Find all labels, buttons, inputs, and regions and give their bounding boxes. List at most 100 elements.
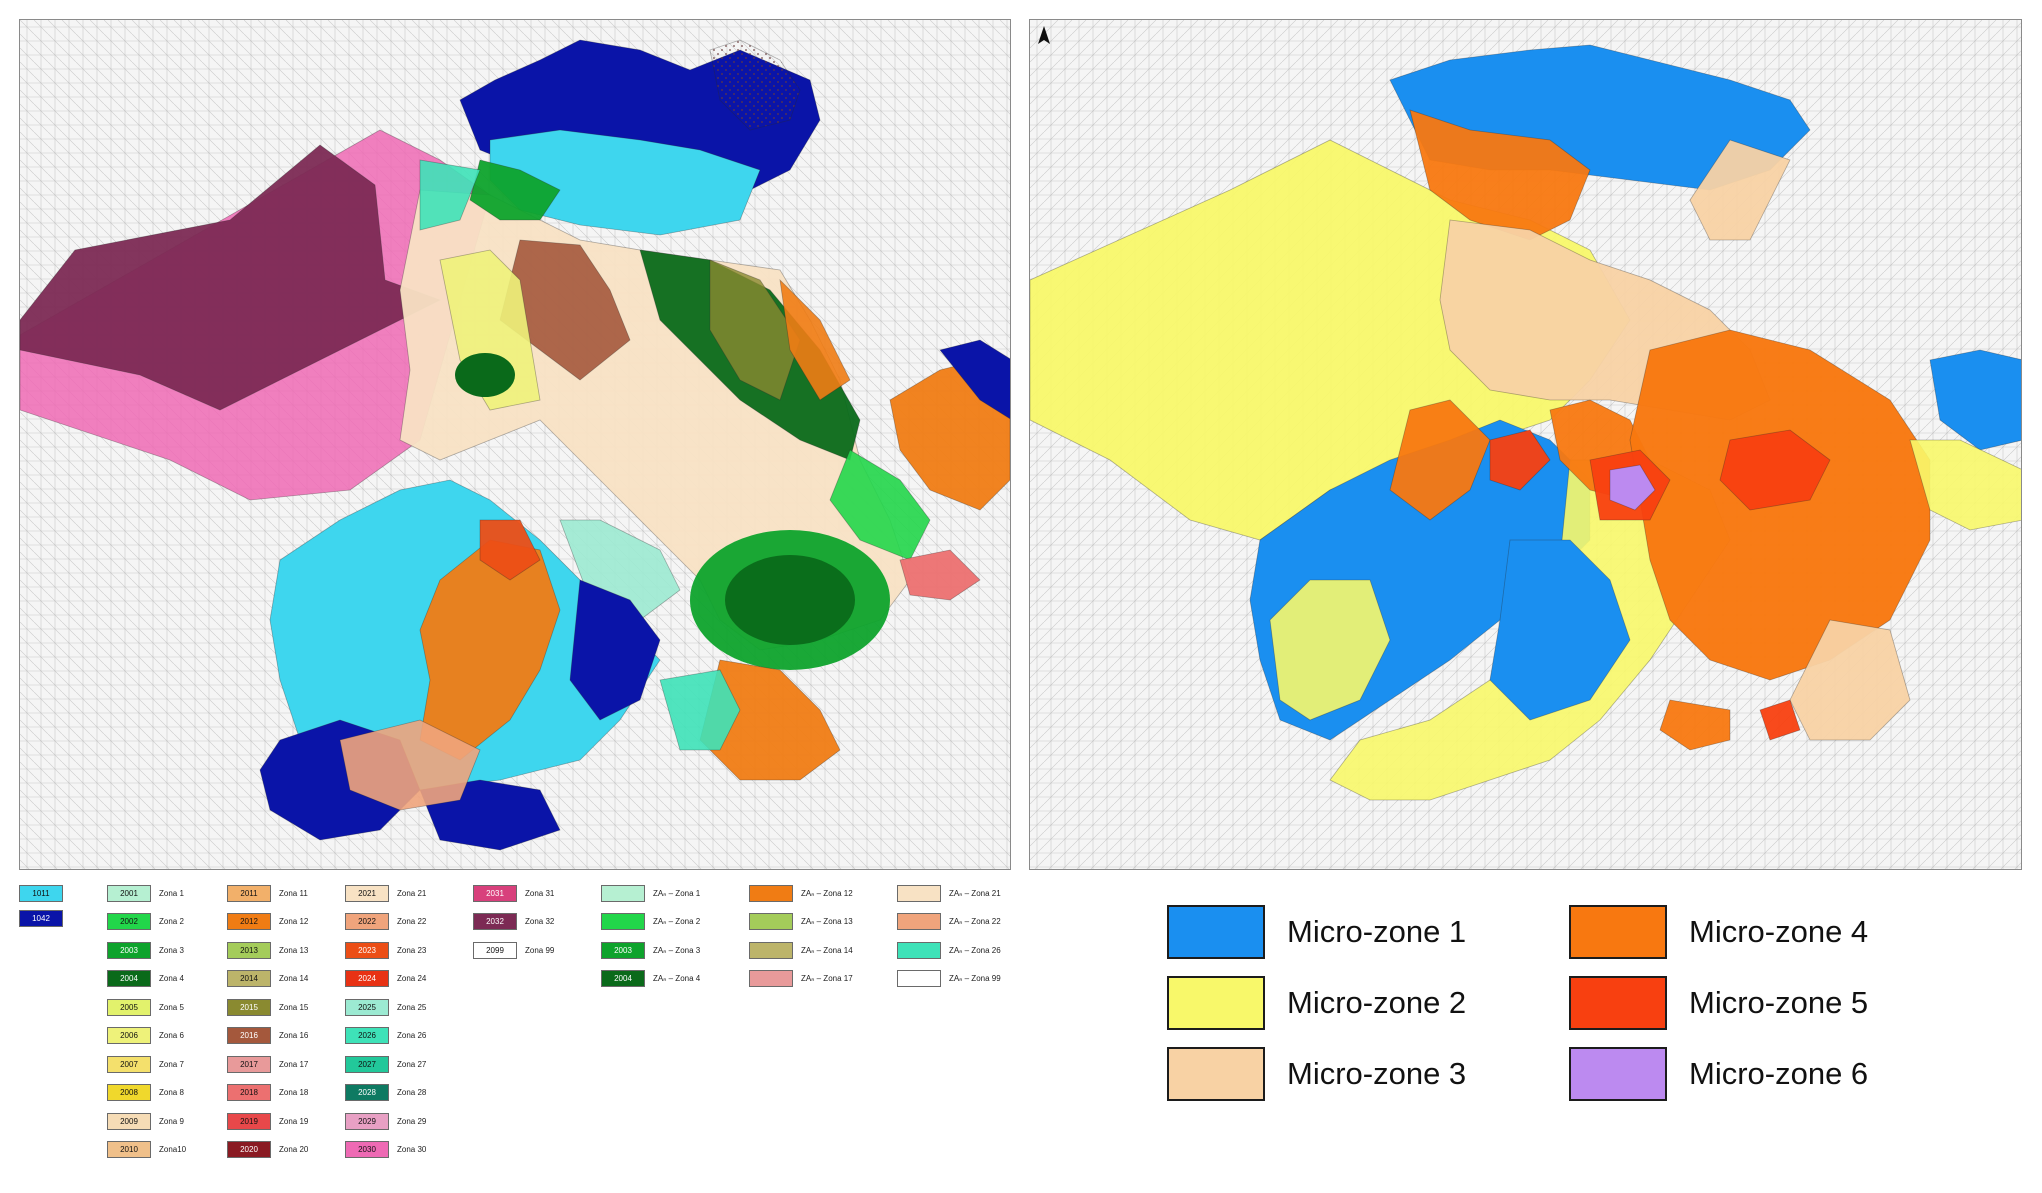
- zone-26-north: [419, 159, 481, 231]
- legend-item-za-37: ZAₙ – Zona 12: [749, 884, 853, 902]
- zone-1042-south-mid: [569, 579, 661, 721]
- legend-swatch: 2021: [345, 884, 389, 902]
- legend-item-2004: 2004 Zona 4: [107, 970, 184, 988]
- microzone-legend: Micro-zone 1 Micro-zone 2 Micro-zone 3 Micr…: [1167, 905, 2007, 1115]
- microzone-5-se: [1759, 699, 1801, 741]
- legend-item-2011: 2011 Zona 11: [227, 884, 308, 902]
- microzone-3-ne: [1689, 139, 1791, 241]
- legend-item-2023: 2023 Zona 23: [345, 941, 426, 959]
- legend-label: Zona 26: [397, 1031, 427, 1040]
- legend-swatch: 2029: [345, 1112, 389, 1130]
- zone-22-south: [339, 719, 481, 811]
- legend-swatch: [749, 884, 793, 902]
- zone-23-area: [479, 519, 541, 581]
- microzone-5-east: [1719, 429, 1831, 511]
- microzone-legend-item-4: Micro-zone 4: [1569, 905, 1868, 959]
- north-arrow-icon: [1038, 26, 1050, 44]
- seismic-zonation-map: [19, 19, 1011, 870]
- legend-item-2028: 2028 Zona 28: [345, 1084, 426, 1102]
- legend-swatch: 2007: [107, 1055, 151, 1073]
- legend-item-2007: 2007 Zona 7: [107, 1055, 184, 1073]
- legend-item-za-39: ZAₙ – Zona 14: [749, 941, 853, 959]
- legend-label: ZAₙ – Zona 17: [801, 974, 853, 983]
- zone-32-area: [20, 144, 442, 411]
- microzone-4-north: [1409, 109, 1591, 241]
- legend-item-2009: 2009 Zona 9: [107, 1112, 184, 1130]
- zone-15-area: [709, 259, 801, 401]
- legend-swatch: 1042: [19, 909, 63, 927]
- legend-label: Zona 8: [159, 1088, 184, 1097]
- legend-item-2001: 2001 Zona 1: [107, 884, 184, 902]
- legend-label: ZAₙ – Zona 14: [801, 945, 853, 955]
- legend-label: Zona 16: [279, 1031, 309, 1040]
- legend-swatch: 2028: [345, 1084, 389, 1101]
- legend-item-2010: 2010 Zona10: [107, 1141, 186, 1159]
- legend-item-2003: 2003 ZAₙ – Zona 3: [601, 941, 700, 959]
- microzone-6-center: [1609, 464, 1656, 511]
- microzone-swatch: [1569, 976, 1667, 1030]
- legend-swatch: 2020: [227, 1141, 271, 1158]
- legend-swatch: 2006: [107, 1027, 151, 1044]
- microzone-4-center-west: [1389, 399, 1491, 521]
- legend-item-2016: 2016 Zona 16: [227, 1027, 308, 1045]
- microzone-label: Micro-zone 5: [1689, 985, 1869, 1020]
- legend-label: Zona 12: [279, 917, 309, 926]
- zone-4-core: [725, 555, 855, 645]
- legend-swatch: [897, 941, 941, 959]
- legend-item-za-42: ZAₙ – Zona 22: [897, 913, 1001, 931]
- legend-label: Zona 14: [279, 974, 309, 983]
- microzone-label: Micro-zone 4: [1689, 914, 1869, 949]
- legend-label: ZAₙ – Zona 22: [949, 917, 1001, 926]
- legend-item-za-34: ZAₙ – Zona 2: [601, 913, 700, 931]
- legend-item-2003: 2003 Zona 3: [107, 941, 184, 959]
- legend-label: Zona 3: [159, 945, 184, 955]
- legend-item-za-41: ZAₙ – Zona 21: [897, 884, 1001, 902]
- microzone-legend-item-6: Micro-zone 6: [1569, 1047, 1868, 1101]
- legend-swatch: 1011: [19, 884, 63, 902]
- legend-swatch: [601, 913, 645, 930]
- legend-item-2025: 2025 Zona 25: [345, 998, 426, 1016]
- microzone-swatch: [1569, 905, 1667, 959]
- legend-swatch: [897, 913, 941, 930]
- zone-2099-north: [709, 39, 801, 131]
- microzone-swatch: [1569, 1047, 1667, 1101]
- zone-polygons: [20, 39, 1010, 851]
- legend-label: Zona 19: [279, 1116, 309, 1126]
- legend-label: Zona 28: [397, 1088, 427, 1097]
- legend-swatch: 2032: [473, 913, 517, 930]
- legend-label: Zona 24: [397, 974, 427, 983]
- legend-item-2019: 2019 Zona 19: [227, 1112, 308, 1130]
- legend-item-2031: 2031 Zona 31: [473, 884, 554, 902]
- legend-label: Zona 11: [279, 888, 308, 898]
- legend-label: Zona 23: [397, 945, 427, 955]
- legend-label: ZAₙ – Zona 26: [949, 945, 1001, 955]
- legend-label: Zona 6: [159, 1031, 184, 1040]
- microzone-2-sw: [1269, 579, 1391, 721]
- legend-item-2004: 2004 ZAₙ – Zona 4: [601, 970, 700, 988]
- legend-label: Zona 2: [159, 917, 184, 926]
- legend-item-za-38: ZAₙ – Zona 13: [749, 913, 853, 931]
- microzone-swatch: [1167, 905, 1265, 959]
- legend-item-za-43: ZAₙ – Zona 26: [897, 941, 1001, 959]
- microzone-5-west: [1489, 429, 1551, 491]
- legend-label: Zona 25: [397, 1002, 427, 1012]
- legend-item-2018: 2018 Zona 18: [227, 1084, 308, 1102]
- legend-swatch: 2026: [345, 1027, 389, 1044]
- legend-item-1042: 1042: [19, 909, 63, 927]
- legend-item-2002: 2002 Zona 2: [107, 913, 184, 931]
- legend-item-za-40: ZAₙ – Zona 17: [749, 970, 853, 988]
- zone-3-north: [469, 159, 561, 221]
- microzone-label: Micro-zone 2: [1287, 985, 1467, 1020]
- legend-item-2008: 2008 Zona 8: [107, 1084, 184, 1102]
- legend-swatch: 2005: [107, 998, 151, 1016]
- legend-label: Zona 15: [279, 1002, 309, 1012]
- legend-item-2006: 2006 Zona 6: [107, 1027, 184, 1045]
- microzone-1-south: [1489, 539, 1631, 721]
- zone-1042-east: [939, 339, 1010, 420]
- legend-label: ZAₙ – Zona 13: [801, 917, 853, 926]
- legend-item-1011: 1011: [19, 884, 63, 902]
- legend-swatch: 2004: [601, 970, 645, 987]
- legend-label: Zona 17: [279, 1059, 309, 1069]
- legend-label: Zona 31: [525, 888, 555, 898]
- legend-label: ZAₙ – Zona 1: [653, 888, 701, 898]
